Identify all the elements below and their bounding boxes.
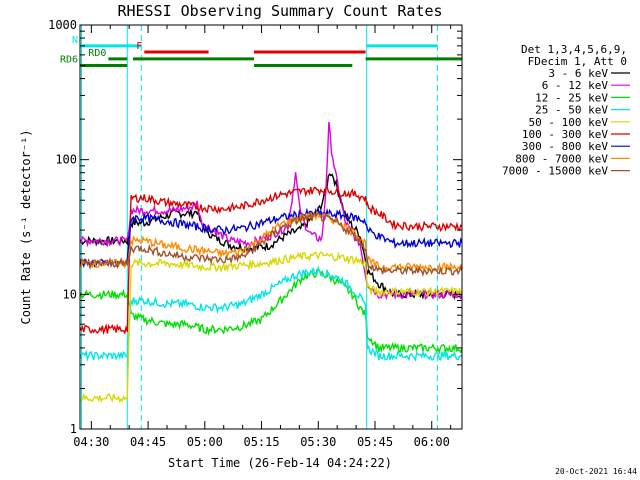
generation-timestamp: 20-Oct-2021 16:44 xyxy=(555,467,637,476)
x-tick-label-3: 05:15 xyxy=(243,435,279,449)
legend-label-4: 50 - 100 keV xyxy=(529,116,609,129)
legend-header-line-1: Det 1,3,4,5,6,9, xyxy=(521,43,627,56)
series-line-1 xyxy=(80,121,463,301)
x-tick-label-2: 05:00 xyxy=(187,435,223,449)
legend-label-6: 300 - 800 keV xyxy=(522,140,608,153)
y-tick-label-0: 1 xyxy=(70,422,77,436)
y-tick-label-3: 1000 xyxy=(48,18,77,32)
legend-label-1: 6 - 12 keV xyxy=(542,79,609,92)
series-line-3 xyxy=(79,264,463,362)
series-layer xyxy=(79,121,463,404)
x-tick-label-4: 05:30 xyxy=(300,435,336,449)
x-tick-label-6: 06:00 xyxy=(414,435,450,449)
series-line-5 xyxy=(79,185,463,336)
x-tick-label-0: 04:30 xyxy=(73,435,109,449)
series-line-2 xyxy=(79,268,463,355)
series-line-4 xyxy=(79,251,463,404)
plot-frame xyxy=(79,24,463,430)
legend-label-5: 100 - 300 keV xyxy=(522,128,608,141)
series-line-6 xyxy=(79,207,463,269)
x-axis-label: Start Time (26-Feb-14 04:24:22) xyxy=(168,456,392,470)
legend: Det 1,3,4,5,6,9, FDecim 1, Att 0 3 - 6 k… xyxy=(502,43,630,178)
y-axis-label: Count Rate (s⁻¹ detector⁻¹) xyxy=(19,129,33,324)
flag-bars: N F RD0 RD6 xyxy=(60,35,462,68)
legend-label-8: 7000 - 15000 keV xyxy=(502,165,608,178)
flag-label-3: RD6 xyxy=(60,55,78,66)
legend-label-2: 12 - 25 keV xyxy=(535,91,608,104)
flag-label-0: N xyxy=(72,35,78,46)
flag-label-1: F xyxy=(136,41,142,52)
legend-header-line-2: FDecim 1, Att 0 xyxy=(528,55,627,68)
axes: 04:30 04:45 05:00 05:15 05:30 05:45 06:00 1 10 10… xyxy=(48,18,462,449)
legend-label-3: 25 - 50 keV xyxy=(535,104,608,117)
y-tick-label-2: 100 xyxy=(55,153,77,167)
legend-label-0: 3 - 6 keV xyxy=(548,67,608,80)
y-tick-label-1: 10 xyxy=(63,287,77,301)
chart-title: RHESSI Observing Summary Count Rates xyxy=(117,2,442,20)
series-line-8 xyxy=(79,211,463,278)
legend-label-7: 800 - 7000 keV xyxy=(515,152,608,165)
x-tick-label-1: 04:45 xyxy=(130,435,166,449)
x-tick-label-5: 05:45 xyxy=(357,435,393,449)
flag-label-2: RD0 xyxy=(88,48,106,59)
